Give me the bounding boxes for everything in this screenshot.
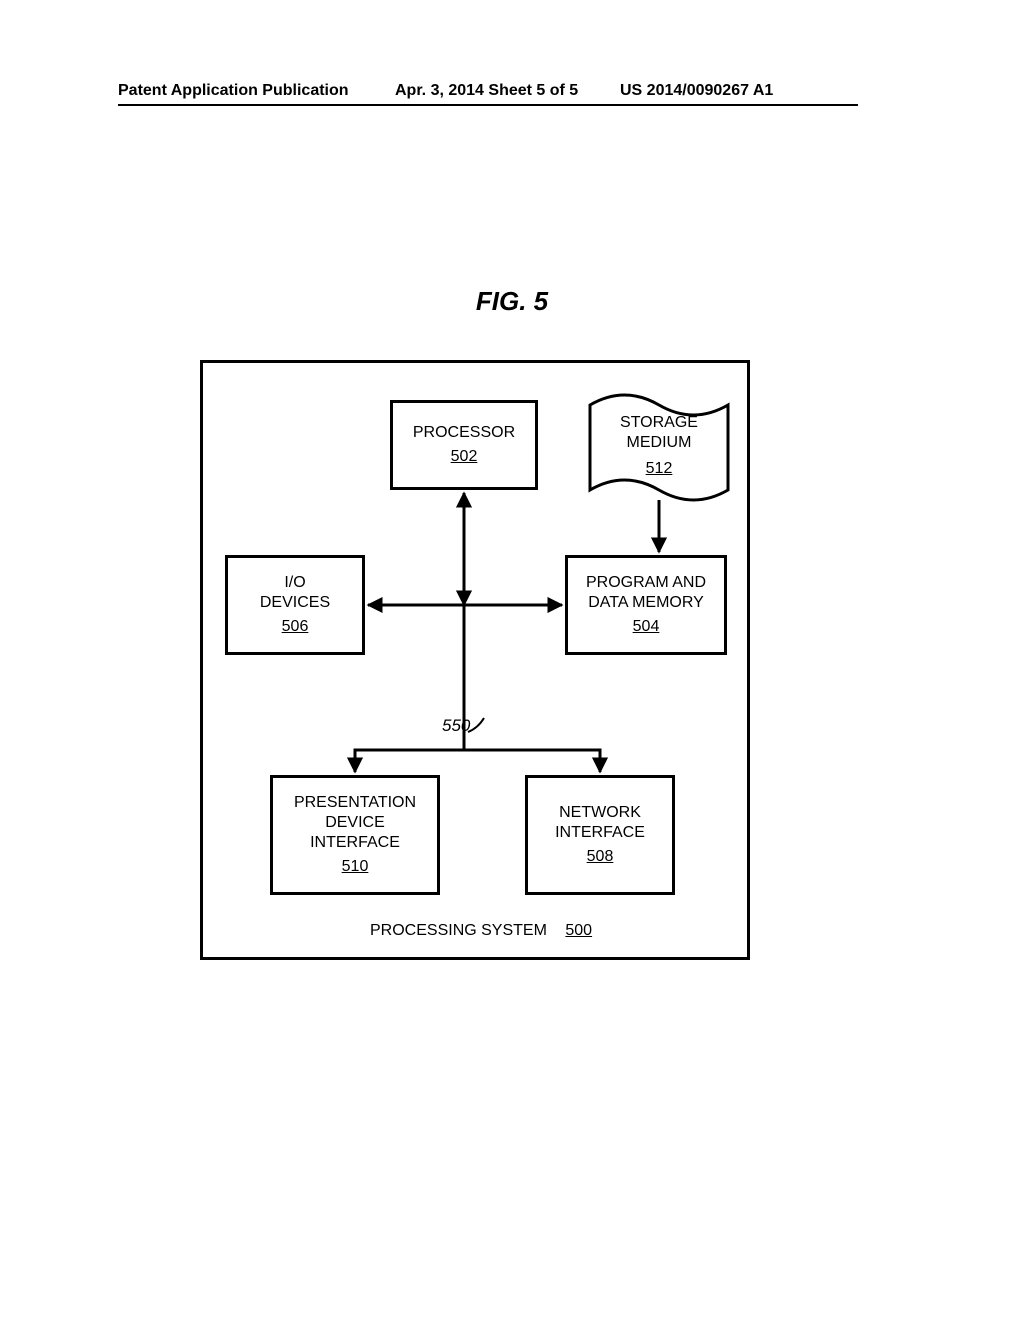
block-storage-label-0: STORAGE	[590, 413, 728, 433]
bus-label: 550	[442, 716, 470, 736]
block-storage-label-1: MEDIUM	[590, 433, 728, 453]
system-label-text: PROCESSING SYSTEM	[370, 922, 547, 939]
connectors-layer	[0, 0, 1024, 1320]
block-storage-text: STORAGE MEDIUM 512	[590, 413, 728, 479]
page: Patent Application Publication Apr. 3, 2…	[0, 0, 1024, 1320]
system-label: PROCESSING SYSTEM 500	[370, 922, 592, 940]
system-label-ref: 500	[565, 922, 592, 939]
block-storage-ref: 512	[590, 459, 728, 479]
